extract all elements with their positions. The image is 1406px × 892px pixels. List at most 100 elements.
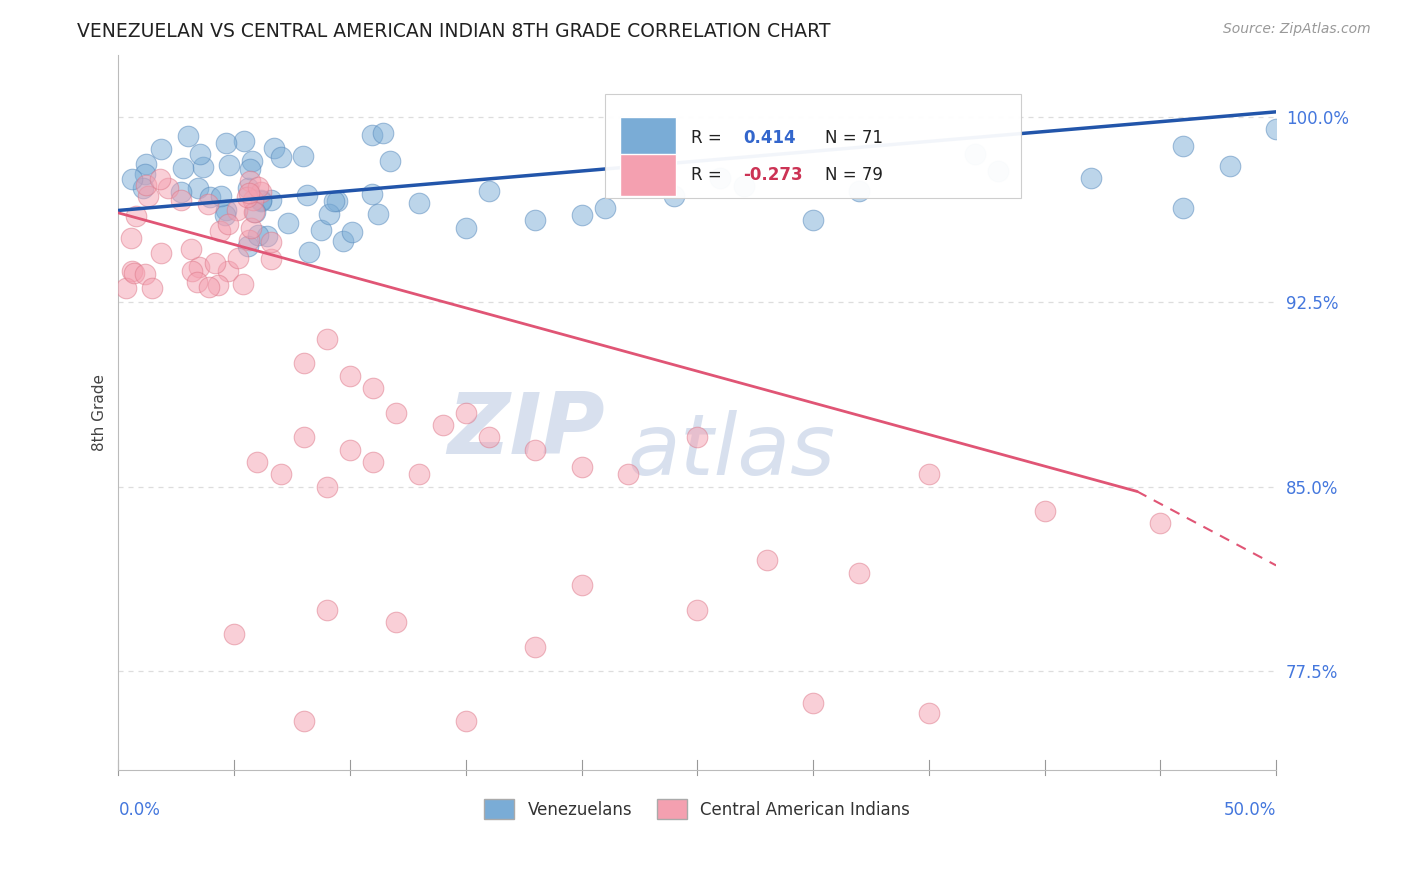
Point: [238, 233, 260, 247]
Point: [136, 188, 159, 202]
Point: [1219, 159, 1241, 173]
Text: Source: ZipAtlas.com: Source: ZipAtlas.com: [1223, 22, 1371, 37]
Point: [454, 406, 477, 420]
Point: [239, 162, 262, 177]
Point: [478, 430, 501, 444]
Point: [987, 164, 1010, 178]
Point: [478, 184, 501, 198]
FancyBboxPatch shape: [605, 95, 1021, 198]
Point: [263, 141, 285, 155]
Text: -0.273: -0.273: [744, 166, 803, 185]
Point: [115, 281, 138, 295]
Point: [235, 190, 257, 204]
Point: [733, 178, 755, 193]
Text: N = 79: N = 79: [824, 166, 883, 185]
Point: [298, 245, 321, 260]
Point: [236, 239, 259, 253]
Point: [593, 201, 616, 215]
Text: VENEZUELAN VS CENTRAL AMERICAN INDIAN 8TH GRADE CORRELATION CHART: VENEZUELAN VS CENTRAL AMERICAN INDIAN 8T…: [77, 22, 831, 41]
Point: [848, 184, 870, 198]
Point: [371, 127, 394, 141]
Point: [134, 167, 156, 181]
FancyBboxPatch shape: [620, 117, 676, 159]
Point: [270, 150, 292, 164]
Point: [132, 180, 155, 194]
Point: [121, 172, 143, 186]
Point: [342, 225, 364, 239]
Point: [315, 603, 337, 617]
Point: [709, 171, 731, 186]
Point: [228, 251, 250, 265]
Point: [125, 209, 148, 223]
Point: [1173, 139, 1195, 153]
Point: [315, 332, 337, 346]
Point: [218, 158, 240, 172]
Point: [217, 217, 239, 231]
Point: [360, 128, 382, 142]
Point: [295, 188, 318, 202]
Text: N = 71: N = 71: [824, 129, 883, 147]
Text: atlas: atlas: [628, 410, 835, 493]
Point: [315, 479, 337, 493]
Point: [277, 216, 299, 230]
Point: [454, 220, 477, 235]
Point: [207, 278, 229, 293]
Point: [322, 194, 344, 209]
Point: [318, 207, 340, 221]
Point: [311, 223, 333, 237]
Point: [260, 252, 283, 266]
Point: [172, 161, 194, 176]
Point: [292, 149, 315, 163]
Point: [408, 196, 430, 211]
Point: [325, 194, 347, 209]
Text: 0.414: 0.414: [744, 129, 796, 147]
Point: [240, 221, 263, 235]
Text: R =: R =: [692, 129, 727, 147]
Point: [170, 186, 193, 200]
Point: [1265, 122, 1288, 136]
Point: [686, 430, 709, 444]
Point: [332, 234, 354, 248]
Point: [270, 467, 292, 482]
Text: ZIP: ZIP: [447, 389, 605, 472]
Point: [247, 179, 270, 194]
Point: [240, 153, 263, 168]
Point: [121, 263, 143, 277]
Text: 50.0%: 50.0%: [1223, 800, 1277, 819]
Point: [524, 213, 547, 227]
Point: [135, 157, 157, 171]
Point: [524, 640, 547, 654]
Point: [243, 205, 266, 219]
Point: [186, 275, 208, 289]
Point: [292, 714, 315, 728]
Point: [339, 442, 361, 457]
Point: [571, 208, 593, 222]
Point: [1173, 201, 1195, 215]
Point: [361, 381, 384, 395]
Point: [238, 174, 260, 188]
Point: [150, 245, 173, 260]
Point: [215, 202, 238, 217]
Point: [150, 142, 173, 156]
Point: [188, 147, 211, 161]
Point: [801, 213, 824, 227]
Point: [214, 208, 236, 222]
Point: [965, 146, 987, 161]
Point: [571, 459, 593, 474]
Legend: Venezuelans, Central American Indians: Venezuelans, Central American Indians: [478, 792, 917, 826]
Point: [134, 268, 156, 282]
Point: [1033, 504, 1056, 518]
Point: [1080, 171, 1102, 186]
Point: [454, 714, 477, 728]
Point: [120, 231, 142, 245]
Point: [524, 442, 547, 457]
Point: [292, 430, 315, 444]
Point: [250, 193, 273, 207]
Point: [801, 697, 824, 711]
Point: [215, 136, 238, 150]
Point: [157, 181, 180, 195]
Point: [232, 277, 254, 292]
Point: [209, 188, 232, 202]
Point: [292, 356, 315, 370]
Point: [224, 627, 246, 641]
